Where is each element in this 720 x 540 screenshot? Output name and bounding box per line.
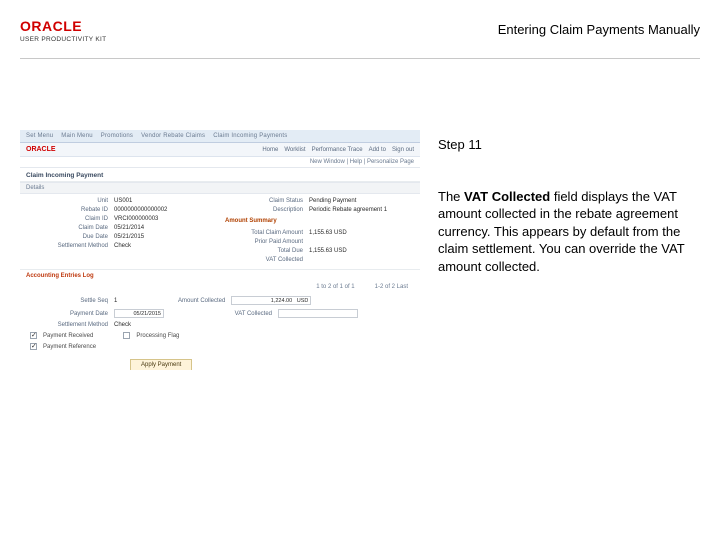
oracle-subtitle: USER PRODUCTIVITY KIT — [20, 36, 106, 43]
accounting-pager: 1 to 2 of 1 of 1 1-2 of 2 Last — [20, 282, 420, 292]
instruction-text: The VAT Collected field displays the VAT… — [438, 188, 700, 276]
breadcrumb-item: Promotions — [101, 133, 133, 139]
field-value: 1,155.63 USD — [309, 248, 347, 254]
settle-seq-label: Settle Seq — [30, 298, 108, 304]
field-label: Total Due — [225, 248, 303, 254]
vat-collected-label: VAT Collected — [194, 311, 272, 317]
field-label: Settlement Method — [30, 243, 108, 249]
app-screenshot: Set Menu Main Menu Promotions Vendor Reb… — [20, 130, 420, 370]
details-bar: Details — [20, 182, 420, 194]
field-label: Description — [225, 207, 303, 213]
field-value: VRCI000000003 — [114, 216, 158, 222]
field-value: 05/21/2014 — [114, 225, 144, 231]
amount-summary-header: Amount Summary — [225, 218, 410, 224]
section-title: Claim Incoming Payment — [20, 168, 420, 182]
field-label: Unit — [30, 198, 108, 204]
app-brand: ORACLE — [26, 146, 56, 153]
breadcrumb-item: Vendor Rebate Claims — [141, 133, 205, 139]
vat-collected-input[interactable] — [278, 309, 358, 318]
top-link[interactable]: Home — [262, 147, 278, 153]
top-link[interactable]: Add to — [369, 147, 386, 153]
breadcrumb-item: Claim Incoming Payments — [213, 133, 287, 139]
field-label: Due Date — [30, 234, 108, 240]
left-column: Unit US001 Rebate ID 0000000000000002 Clai… — [30, 198, 215, 263]
payment-reference-checkbox[interactable] — [30, 343, 37, 350]
payment-date-input[interactable] — [114, 309, 164, 318]
instruction-panel: Step 11 The VAT Collected field displays… — [438, 130, 700, 370]
oracle-wordmark: ORACLE — [20, 18, 106, 34]
payment-received-checkbox[interactable] — [30, 332, 37, 339]
field-value: 0000000000000002 — [114, 207, 167, 213]
brand-logo: ORACLE USER PRODUCTIVITY KIT — [20, 18, 106, 43]
top-link[interactable]: Worklist — [284, 147, 305, 153]
field-label: VAT Collected — [225, 257, 303, 263]
amount-collected-input[interactable] — [231, 296, 311, 305]
field-value: Check — [114, 243, 131, 249]
settlement-method-value: Check — [114, 322, 131, 328]
top-links: Home Worklist Performance Trace Add to S… — [262, 147, 414, 153]
field-label: Total Claim Amount — [225, 230, 303, 236]
field-label: Rebate ID — [30, 207, 108, 213]
step-label: Step 11 — [438, 136, 700, 154]
sub-links: New Window | Help | Personalize Page — [20, 157, 420, 168]
amount-collected-label: Amount Collected — [147, 298, 225, 304]
settlement-method-label: Settlement Method — [30, 322, 108, 328]
field-value: 05/21/2015 — [114, 234, 144, 240]
pager-text: 1-2 of 2 Last — [375, 284, 408, 290]
header-divider — [20, 58, 700, 59]
field-label: Claim Status — [225, 198, 303, 204]
apply-payment-button[interactable]: Apply Payment — [130, 359, 192, 370]
processing-flag-label: Processing Flag — [136, 333, 179, 339]
payment-form: Settle Seq 1 Amount Collected Payment Da… — [20, 292, 420, 354]
field-value: US001 — [114, 198, 132, 204]
breadcrumb: Set Menu Main Menu Promotions Vendor Reb… — [20, 130, 420, 143]
field-value: Pending Payment — [309, 198, 356, 204]
payment-reference-label: Payment Reference — [43, 344, 96, 350]
processing-flag-checkbox[interactable] — [123, 332, 130, 339]
right-column: Claim Status Pending Payment Description P… — [225, 198, 410, 263]
breadcrumb-item: Main Menu — [61, 133, 92, 139]
payment-received-label: Payment Received — [43, 333, 93, 339]
page-title: Entering Claim Payments Manually — [498, 22, 700, 37]
top-link[interactable]: Sign out — [392, 147, 414, 153]
field-label: Claim ID — [30, 216, 108, 222]
field-label: Prior Paid Amount — [225, 239, 303, 245]
breadcrumb-item: Set Menu — [26, 133, 53, 139]
top-link[interactable]: Performance Trace — [312, 147, 363, 153]
settle-seq-value: 1 — [114, 298, 117, 304]
payment-date-label: Payment Date — [30, 311, 108, 317]
field-value: 1,155.63 USD — [309, 230, 347, 236]
field-value: Periodic Rebate agreement 1 — [309, 207, 387, 213]
accounting-header: Accounting Entries Log — [20, 269, 420, 282]
pager-text: 1 to 2 of 1 of 1 — [316, 284, 354, 290]
field-label: Claim Date — [30, 225, 108, 231]
